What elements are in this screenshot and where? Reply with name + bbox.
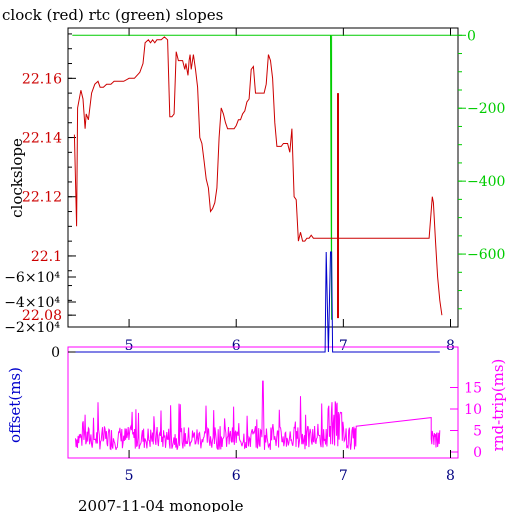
bottom-x-tick-label: 8 xyxy=(446,468,455,484)
rndtrip-y-tick-label: 15 xyxy=(464,381,482,397)
offset-y-tick-label: −4×10⁴ xyxy=(4,295,60,311)
bottom-x-tick-label: 7 xyxy=(339,468,348,484)
left-y-tick-label: 22.1 xyxy=(31,249,62,265)
top-x-tick-label: 6 xyxy=(232,338,241,354)
top-y-axis-label: clockslope xyxy=(8,138,26,218)
top-x-tick-label: 7 xyxy=(339,338,348,354)
series-offset-line xyxy=(75,251,440,353)
bottom-x-tick-label: 5 xyxy=(125,468,134,484)
bottom-x-tick-label: 6 xyxy=(232,468,241,484)
rndtrip-y-tick-label: 10 xyxy=(464,402,482,418)
left-y-tick-label: 22.14 xyxy=(22,131,62,147)
offset-y-tick-label: −6×10⁴ xyxy=(4,270,60,286)
left-y-tick-label: 22.12 xyxy=(22,190,62,206)
top-x-tick-label: 5 xyxy=(125,338,134,354)
rndtrip-y-tick-label: 5 xyxy=(473,424,482,440)
right-y-tick-label: −600 xyxy=(467,247,505,263)
rndtrip-y-tick-label: 0 xyxy=(473,445,482,461)
offset-y-tick-label: −2×10⁴ xyxy=(4,320,60,336)
offset-y-tick-label: 0 xyxy=(51,345,60,361)
rndtrip-axis-label: rnd-trip(ms) xyxy=(489,359,507,452)
right-y-tick-label: 0 xyxy=(467,28,476,44)
top-x-tick-label: 8 xyxy=(446,338,455,354)
right-y-tick-label: −200 xyxy=(467,101,505,117)
top-plot-frame xyxy=(67,27,459,328)
footer-label: 2007-11-04 monopole xyxy=(78,497,244,512)
right-y-tick-label: −400 xyxy=(467,174,505,190)
series-clock-line xyxy=(73,36,443,316)
series-rndtrip-line xyxy=(75,380,441,451)
left-y-tick-label: 22.08 xyxy=(22,308,62,324)
chart-title: clock (red) rtc (green) slopes xyxy=(2,6,223,24)
bottom-plot-frame xyxy=(67,346,459,459)
left-y-tick-label: 22.16 xyxy=(22,71,62,87)
offset-axis-label: offset(ms) xyxy=(6,367,24,443)
series-rtc-line xyxy=(72,34,458,320)
